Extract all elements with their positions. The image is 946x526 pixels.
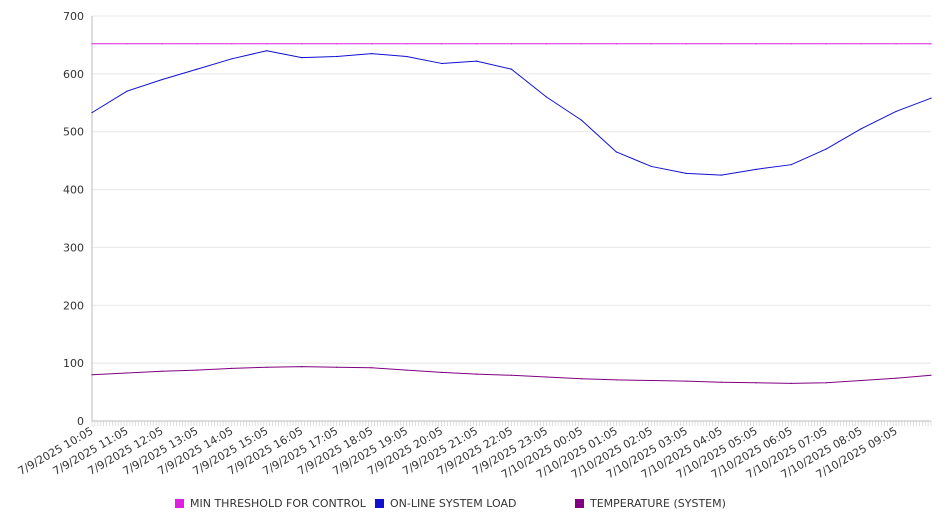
legend-item-min-threshold[interactable]: MIN THRESHOLD FOR CONTROL [175, 497, 366, 510]
series-point [91, 374, 93, 376]
series-point [860, 379, 862, 382]
series-point [440, 371, 443, 373]
y-tick-label: 100 [63, 357, 84, 370]
series-point [91, 43, 93, 45]
series-point [895, 110, 897, 113]
series-point [615, 151, 617, 153]
series-point [126, 90, 128, 92]
series-point [266, 43, 268, 45]
series-point [930, 43, 932, 45]
series-point [475, 43, 478, 45]
series-point [266, 366, 268, 368]
y-tick-label: 500 [63, 126, 84, 139]
series-point [825, 43, 827, 45]
series-point [231, 43, 233, 45]
x-tick-labels: 7/9/2025 10:057/9/2025 11:057/9/2025 12:… [16, 424, 900, 481]
series-point [545, 43, 548, 45]
legend-swatch-min-threshold [175, 499, 184, 508]
legend: MIN THRESHOLD FOR CONTROL ON-LINE SYSTEM… [0, 497, 946, 515]
y-tick-label: 600 [63, 68, 84, 81]
series-point [650, 379, 652, 382]
series-point [510, 68, 513, 70]
series-point [650, 165, 652, 168]
series-point [580, 43, 583, 45]
legend-item-temperature[interactable]: TEMPERATURE (SYSTEM) [575, 497, 726, 510]
series-point [825, 382, 827, 384]
series-point [440, 62, 443, 65]
series-point [545, 96, 548, 98]
series-point [930, 97, 932, 99]
series-point [371, 53, 373, 55]
series-point [196, 43, 198, 45]
axes [91, 16, 932, 426]
series-point [685, 380, 687, 382]
series-point [720, 43, 722, 45]
legend-swatch-temperature [575, 499, 584, 508]
series-point [895, 43, 897, 45]
series-point [720, 174, 722, 176]
series-point [126, 372, 128, 374]
y-tick-label: 300 [63, 241, 84, 254]
y-tick-label: 700 [63, 10, 84, 23]
series-point [406, 43, 408, 45]
legend-label-min-threshold: MIN THRESHOLD FOR CONTROL [190, 497, 366, 510]
series-point [406, 369, 408, 371]
series-point [790, 43, 792, 45]
series-point [825, 148, 827, 150]
series-point [895, 377, 897, 379]
series-point [406, 55, 408, 58]
y-tick-label: 400 [63, 184, 84, 197]
series-point [650, 43, 652, 45]
series-point [510, 374, 513, 376]
series-point [615, 43, 617, 45]
legend-label-temperature: TEMPERATURE (SYSTEM) [590, 497, 726, 510]
series-point [475, 373, 478, 375]
series-point [301, 57, 303, 59]
series-point [371, 43, 373, 45]
series-point [336, 366, 338, 368]
series-point [580, 119, 583, 121]
series-lines [91, 43, 932, 384]
legend-swatch-system-load [375, 499, 384, 508]
series-point [860, 43, 862, 45]
series-point [161, 370, 163, 372]
series-point [440, 43, 443, 45]
series-point [475, 60, 478, 62]
series-point [266, 50, 268, 52]
series-point [685, 43, 687, 45]
series-point [196, 369, 198, 371]
series-point [580, 378, 583, 380]
series-point [371, 367, 373, 369]
series-point [790, 382, 792, 384]
y-tick-label: 0 [77, 415, 84, 428]
y-tick-label: 200 [63, 299, 84, 312]
series-point [301, 366, 303, 368]
series-point [91, 112, 93, 114]
series-point [685, 172, 687, 174]
series-point [930, 374, 932, 376]
series-point [126, 43, 128, 45]
series-point [336, 43, 338, 45]
legend-item-system-load[interactable]: ON-LINE SYSTEM LOAD [375, 497, 516, 510]
grid-lines [92, 15, 931, 422]
series-point [720, 381, 722, 383]
y-tick-labels: 0 100 200 300 400 500 600 700 [63, 10, 84, 428]
series-point [615, 379, 617, 381]
series-point [231, 58, 233, 60]
series-point [755, 168, 757, 170]
series-point [860, 128, 862, 130]
series-point [161, 79, 163, 81]
series-point [301, 43, 303, 45]
series-point [231, 367, 233, 369]
series-point [336, 55, 338, 58]
series-point [196, 68, 198, 70]
series-point [755, 43, 757, 45]
series-point [545, 376, 548, 378]
series-point [510, 43, 513, 45]
series-point [790, 164, 792, 166]
series-point [755, 382, 757, 384]
legend-label-system-load: ON-LINE SYSTEM LOAD [390, 497, 517, 510]
series-point [161, 43, 163, 45]
